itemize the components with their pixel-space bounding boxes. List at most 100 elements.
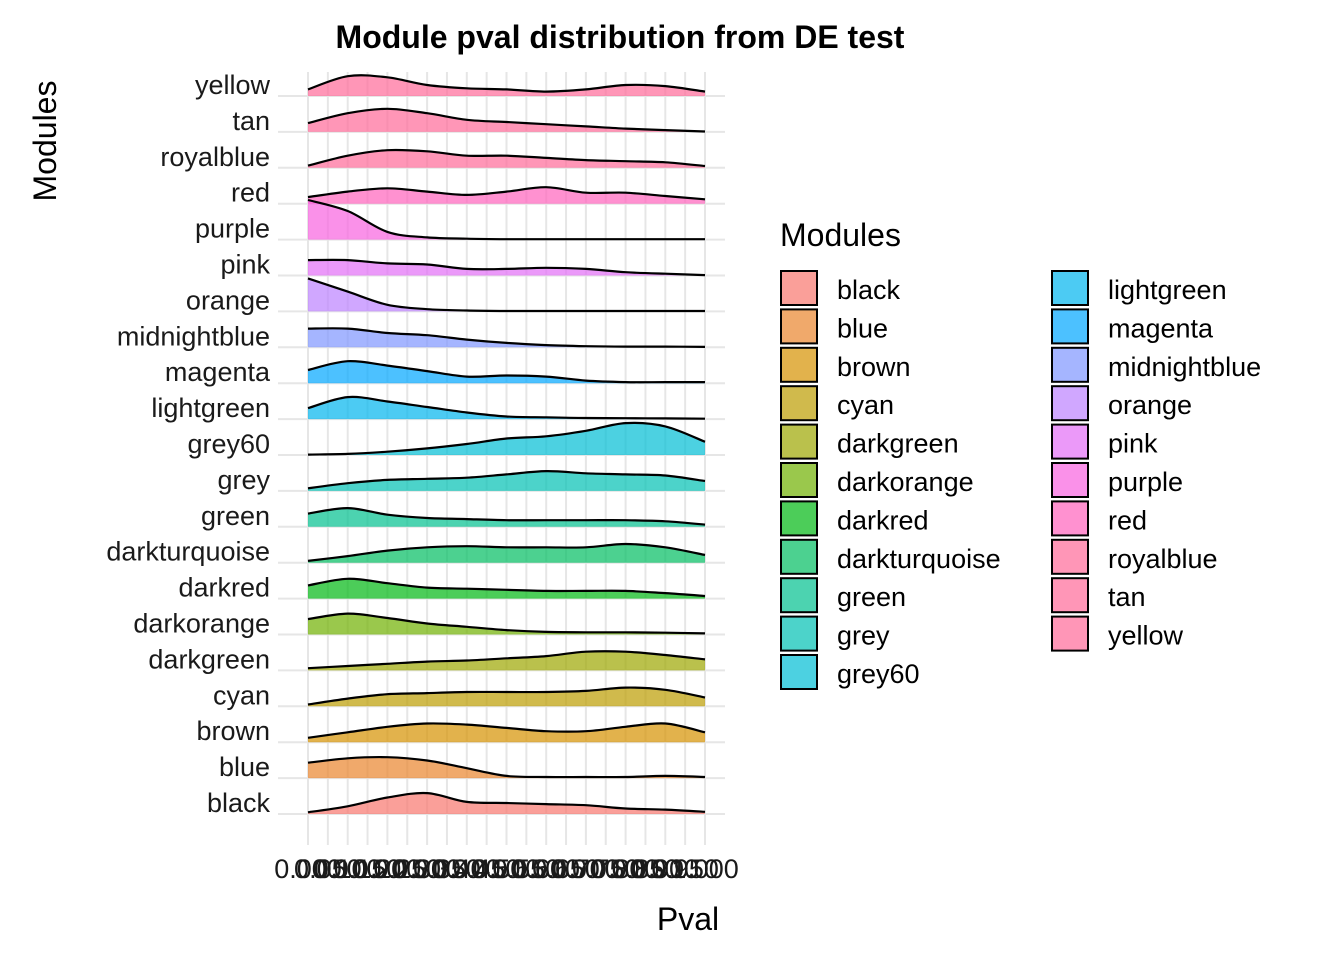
legend-item-grey: grey — [780, 615, 890, 652]
ridge-area — [308, 278, 705, 312]
ridge-area — [308, 471, 705, 491]
ridge-line — [307, 186, 706, 201]
y-tick-label: purple — [195, 214, 270, 244]
x-tick-label: 1.000 — [671, 854, 739, 884]
legend-label: darkgreen — [837, 429, 959, 459]
y-tick-label: lightgreen — [151, 393, 270, 423]
ridge-darkturquoise — [307, 542, 706, 563]
x-tick-label: 0.500 — [473, 854, 541, 884]
ridge-area — [308, 200, 705, 240]
legend-item-royalblue: royalblue — [1051, 538, 1218, 575]
legend-item-cyan: cyan — [780, 385, 894, 422]
ridge-line — [307, 395, 706, 420]
legend-swatch — [780, 538, 818, 575]
legend-label: lightgreen — [1108, 275, 1227, 305]
y-tick-labels: black blue brown cyan darkgreen darkorange dar… — [106, 70, 271, 818]
y-tick-label: black — [207, 788, 271, 818]
legend-item-darkred: darkred — [780, 500, 929, 537]
ridge-darkorange — [307, 612, 706, 635]
x-tick-label: 0.250 — [373, 854, 441, 884]
ridge-area — [308, 651, 705, 671]
legend-label: cyan — [837, 390, 894, 420]
x-tick-label: 0.550 — [493, 854, 561, 884]
x-tick-label: 0.050 — [294, 854, 362, 884]
x-tick-label: 0.400 — [433, 854, 501, 884]
y-tick-label: darkturquoise — [106, 537, 270, 567]
legend-label: yellow — [1108, 621, 1184, 651]
legend-label: red — [1108, 505, 1147, 535]
x-tick-label: 0.300 — [393, 854, 461, 884]
legend-swatch — [780, 346, 818, 383]
ridge-purple — [307, 198, 705, 241]
ridges — [307, 74, 706, 814]
ridge-line — [307, 148, 706, 168]
legend-swatch — [1051, 538, 1089, 575]
x-tick-labels: 0.0000.0500.1000.1500.2000.2500.3000.350… — [274, 854, 739, 884]
y-axis-title: Modules — [27, 81, 63, 202]
ridge-green — [307, 506, 706, 527]
ridge-line — [307, 577, 706, 598]
y-tick-label: green — [201, 501, 270, 531]
ridge-area — [308, 149, 705, 168]
ridge-line — [307, 755, 706, 779]
legend-swatch — [1051, 423, 1089, 460]
legend-item-yellow: yellow — [1051, 615, 1184, 652]
ridge-line — [307, 469, 706, 490]
ridge-darkgreen — [307, 650, 706, 671]
legend-swatch — [780, 500, 818, 537]
ridge-magenta — [307, 360, 705, 384]
legend-label: darkorange — [837, 467, 974, 497]
legend-item-magenta: magenta — [1051, 308, 1214, 345]
ridge-yellow — [307, 74, 706, 96]
y-tick-label: darkgreen — [148, 644, 270, 674]
ridge-line — [307, 327, 706, 348]
legend-swatch — [1051, 308, 1089, 345]
legend-label: midnightblue — [1108, 352, 1261, 382]
legend-item-pink: pink — [1051, 423, 1158, 460]
legend-label: grey — [837, 621, 890, 651]
legend-swatch — [1051, 500, 1089, 537]
ridge-line — [307, 74, 706, 93]
chart-title: Module pval distribution from DE test — [336, 19, 905, 55]
legend-swatch — [1051, 462, 1089, 498]
ridge-line — [307, 360, 705, 384]
ridge-area — [308, 687, 705, 707]
legend-swatch — [780, 308, 818, 345]
legend-item-black: black — [780, 270, 901, 306]
ridge-lightgreen — [307, 395, 706, 420]
y-tick-label: grey60 — [187, 429, 270, 459]
y-tick-label: royalblue — [160, 142, 270, 172]
x-tick-label: 0.900 — [632, 854, 700, 884]
legend-label: blue — [837, 313, 888, 343]
ridge-area — [308, 578, 705, 599]
ridge-line — [307, 258, 706, 277]
ridge-area — [308, 757, 705, 779]
legend-label: magenta — [1108, 313, 1214, 343]
legend-item-darkorange: darkorange — [780, 462, 974, 498]
ridge-line — [307, 277, 705, 313]
ridge-grey — [307, 469, 706, 491]
y-tick-label: cyan — [213, 680, 270, 710]
ridge-area — [308, 108, 705, 132]
legend-item-brown: brown — [780, 346, 911, 383]
ridge-royalblue — [307, 148, 706, 168]
ridge-grey60 — [307, 421, 706, 456]
ridge-black — [307, 791, 706, 814]
legend-label: darkturquoise — [837, 544, 1001, 574]
ridge-orange — [307, 277, 705, 313]
ridge-line — [307, 791, 706, 814]
legend-item-blue: blue — [780, 308, 888, 345]
ridge-midnightblue — [307, 327, 706, 348]
ridge-pink — [307, 258, 706, 277]
legend-label: tan — [1108, 582, 1146, 612]
y-tick-label: orange — [186, 285, 270, 315]
legend-item-purple: purple — [1051, 462, 1183, 498]
legend-swatch — [1051, 577, 1089, 614]
ridge-red — [307, 186, 706, 204]
legend-label: purple — [1108, 467, 1183, 497]
legend-swatch — [1051, 385, 1089, 422]
x-tick-label: 0.800 — [592, 854, 660, 884]
x-tick-label: 0.750 — [572, 854, 640, 884]
ridge-line — [307, 198, 705, 241]
legend-item-green: green — [780, 577, 906, 614]
